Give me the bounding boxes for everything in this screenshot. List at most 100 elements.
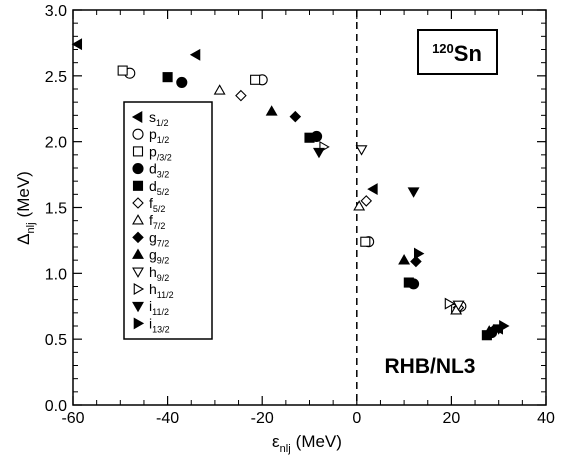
x-tick-label: -20 bbox=[251, 410, 274, 427]
data-point-triangle-left bbox=[189, 48, 201, 61]
data-point-triangle-left bbox=[71, 38, 83, 51]
data-point-diamond bbox=[360, 195, 373, 207]
data-point-triangle-right bbox=[413, 247, 425, 260]
legend-marker-triangle-left bbox=[131, 111, 143, 123]
axis-tick-labels: -60 -40 -20 0 20 40 0.0 0.5 1.0 1.5 2.0 2.5 3.0 bbox=[45, 3, 555, 427]
legend-label: p/3/2 bbox=[149, 143, 172, 162]
x-tick-label: 40 bbox=[537, 410, 555, 427]
data-point-square bbox=[360, 236, 371, 247]
data-point-square bbox=[250, 74, 261, 85]
legend-label: f5/2 bbox=[149, 195, 165, 214]
legend-label-subscript: 9/2 bbox=[157, 273, 170, 283]
legend-marker-triangle-right bbox=[133, 283, 145, 295]
legend-label-subscript: 7/2 bbox=[157, 238, 170, 248]
x-tick-label: -60 bbox=[61, 410, 84, 427]
data-point-triangle-up bbox=[265, 105, 278, 116]
y-tick-label: 1.0 bbox=[45, 266, 67, 283]
data-points bbox=[71, 38, 510, 341]
data-point-square bbox=[403, 277, 414, 288]
legend-label-subscript: 3/2 bbox=[157, 170, 170, 180]
legend-label-subscript: 5/2 bbox=[157, 187, 170, 197]
data-point-diamond bbox=[235, 89, 247, 102]
legend-marker-triangle-up bbox=[132, 214, 144, 225]
data-point-diamond bbox=[289, 110, 302, 123]
x-axis-symbol: ε bbox=[272, 432, 280, 451]
legend-marker-circle bbox=[132, 163, 144, 175]
legend-marker-triangle-down bbox=[132, 301, 144, 313]
data-point-triangle-up bbox=[353, 200, 366, 211]
legend-label: f7/2 bbox=[149, 212, 165, 231]
legend-label: s1/2 bbox=[149, 109, 169, 128]
y-axis-title: Δnlj (MeV) bbox=[14, 171, 37, 245]
legend-label-main: i bbox=[149, 315, 152, 331]
legend-label-main: h bbox=[149, 281, 157, 297]
legend-marker-triangle-right bbox=[133, 317, 145, 330]
legend-label: g7/2 bbox=[149, 229, 169, 248]
nucleus-label-box bbox=[417, 29, 498, 75]
nucleus-label: 120Sn bbox=[432, 41, 482, 66]
legend-label-main: h bbox=[149, 264, 157, 280]
x-tick-label: -40 bbox=[156, 410, 179, 427]
data-point-circle bbox=[176, 76, 188, 88]
legend-label: i13/2 bbox=[149, 315, 170, 334]
legend-marker-triangle-down bbox=[132, 267, 144, 278]
data-point-triangle-left bbox=[367, 183, 378, 196]
x-axis-unit: (MeV) bbox=[296, 432, 342, 451]
legend-marker-square bbox=[132, 180, 144, 191]
data-point-square bbox=[304, 132, 315, 143]
legend-marker-circle bbox=[132, 128, 144, 140]
data-point-triangle-right bbox=[499, 320, 510, 332]
data-point-square bbox=[117, 65, 128, 76]
legend-marker-triangle-up bbox=[132, 248, 144, 259]
legend-marker-square bbox=[132, 146, 144, 157]
data-point-triangle-down bbox=[407, 187, 420, 198]
legend-label-subscript: /3/2 bbox=[157, 152, 172, 162]
data-point-triangle-up bbox=[483, 325, 496, 336]
y-axis-subscript: nlj bbox=[25, 222, 37, 233]
legend-label-main: s bbox=[149, 109, 156, 125]
legend-label-main: d bbox=[149, 161, 157, 177]
x-tick-label: 0 bbox=[352, 410, 361, 427]
legend-label-subscript: 11/2 bbox=[157, 290, 174, 300]
x-axis-title: εnlj (MeV) bbox=[272, 432, 342, 455]
legend-label-subscript: 9/2 bbox=[157, 256, 170, 266]
legend-marker-diamond bbox=[132, 197, 144, 209]
data-point-triangle-down bbox=[355, 145, 368, 156]
legend-label: i11/2 bbox=[149, 298, 169, 317]
data-point-triangle-up bbox=[213, 84, 226, 95]
data-point-diamond bbox=[410, 255, 422, 268]
legend-label-main: g bbox=[149, 247, 157, 263]
y-tick-label: 3.0 bbox=[45, 3, 67, 20]
legend-label-main: p bbox=[149, 126, 157, 142]
y-axis-symbol: Δ bbox=[14, 233, 33, 244]
y-tick-label: 0.0 bbox=[45, 398, 67, 415]
nucleus-symbol: Sn bbox=[454, 41, 482, 66]
nucleus-mass-number: 120 bbox=[432, 41, 454, 56]
legend-label-subscript: 11/2 bbox=[152, 307, 169, 317]
legend-marker-diamond bbox=[132, 231, 144, 244]
legend-label: h11/2 bbox=[149, 281, 174, 300]
legend-label-subscript: 1/2 bbox=[156, 118, 169, 128]
legend-label: h9/2 bbox=[149, 264, 169, 283]
legend-label: d3/2 bbox=[149, 161, 169, 180]
y-axis-unit: (MeV) bbox=[14, 171, 33, 217]
y-tick-label: 2.0 bbox=[45, 135, 67, 152]
legend-label-main: f bbox=[149, 212, 153, 228]
legend-label: g9/2 bbox=[149, 247, 169, 266]
legend: s1/2p1/2p/3/2d3/2d5/2f5/2f7/2g7/2g9/2h9/… bbox=[131, 109, 174, 334]
legend-label: p1/2 bbox=[149, 126, 169, 145]
legend-label-main: d bbox=[149, 178, 157, 194]
x-tick-label: 20 bbox=[443, 410, 461, 427]
y-tick-label: 0.5 bbox=[45, 332, 67, 349]
data-point-triangle-down bbox=[452, 300, 465, 312]
axis-ticks bbox=[72, 9, 547, 406]
data-point-triangle-down bbox=[313, 147, 325, 159]
model-label: RHB/NL3 bbox=[384, 355, 475, 378]
data-point-square bbox=[162, 72, 173, 83]
y-tick-label: 1.5 bbox=[45, 201, 67, 218]
data-point-triangle-right bbox=[444, 297, 456, 310]
x-axis-subscript: nlj bbox=[280, 443, 291, 455]
legend-label-main: f bbox=[149, 195, 153, 211]
legend-label-main: g bbox=[149, 229, 157, 245]
